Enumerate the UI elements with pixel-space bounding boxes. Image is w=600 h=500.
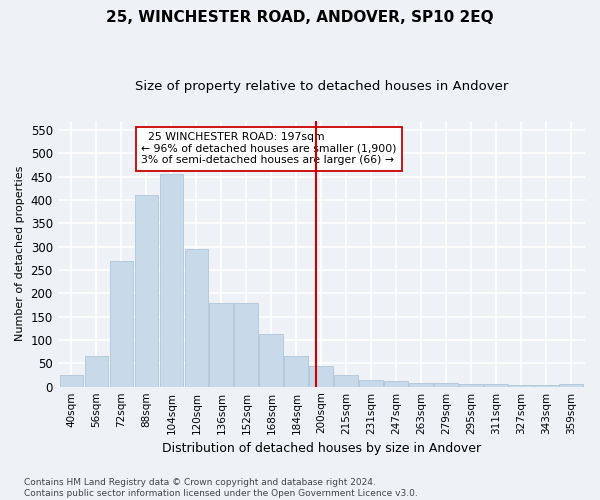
Text: 25, WINCHESTER ROAD, ANDOVER, SP10 2EQ: 25, WINCHESTER ROAD, ANDOVER, SP10 2EQ: [106, 10, 494, 25]
Bar: [409, 383, 433, 386]
Bar: [59, 375, 83, 386]
Text: 25 WINCHESTER ROAD: 197sqm
← 96% of detached houses are smaller (1,900)
3% of se: 25 WINCHESTER ROAD: 197sqm ← 96% of deta…: [142, 132, 397, 166]
Bar: [160, 174, 183, 386]
Bar: [359, 380, 383, 386]
Bar: [484, 384, 508, 386]
X-axis label: Distribution of detached houses by size in Andover: Distribution of detached houses by size …: [162, 442, 481, 455]
Bar: [134, 196, 158, 386]
Title: Size of property relative to detached houses in Andover: Size of property relative to detached ho…: [134, 80, 508, 93]
Bar: [460, 384, 483, 386]
Text: Contains HM Land Registry data © Crown copyright and database right 2024.
Contai: Contains HM Land Registry data © Crown c…: [24, 478, 418, 498]
Bar: [85, 356, 108, 386]
Bar: [209, 302, 233, 386]
Bar: [235, 302, 258, 386]
Bar: [185, 249, 208, 386]
Bar: [110, 260, 133, 386]
Bar: [259, 334, 283, 386]
Bar: [434, 383, 458, 386]
Bar: [284, 356, 308, 386]
Bar: [310, 366, 333, 386]
Y-axis label: Number of detached properties: Number of detached properties: [15, 166, 25, 342]
Bar: [334, 375, 358, 386]
Bar: [385, 380, 408, 386]
Bar: [559, 384, 583, 386]
